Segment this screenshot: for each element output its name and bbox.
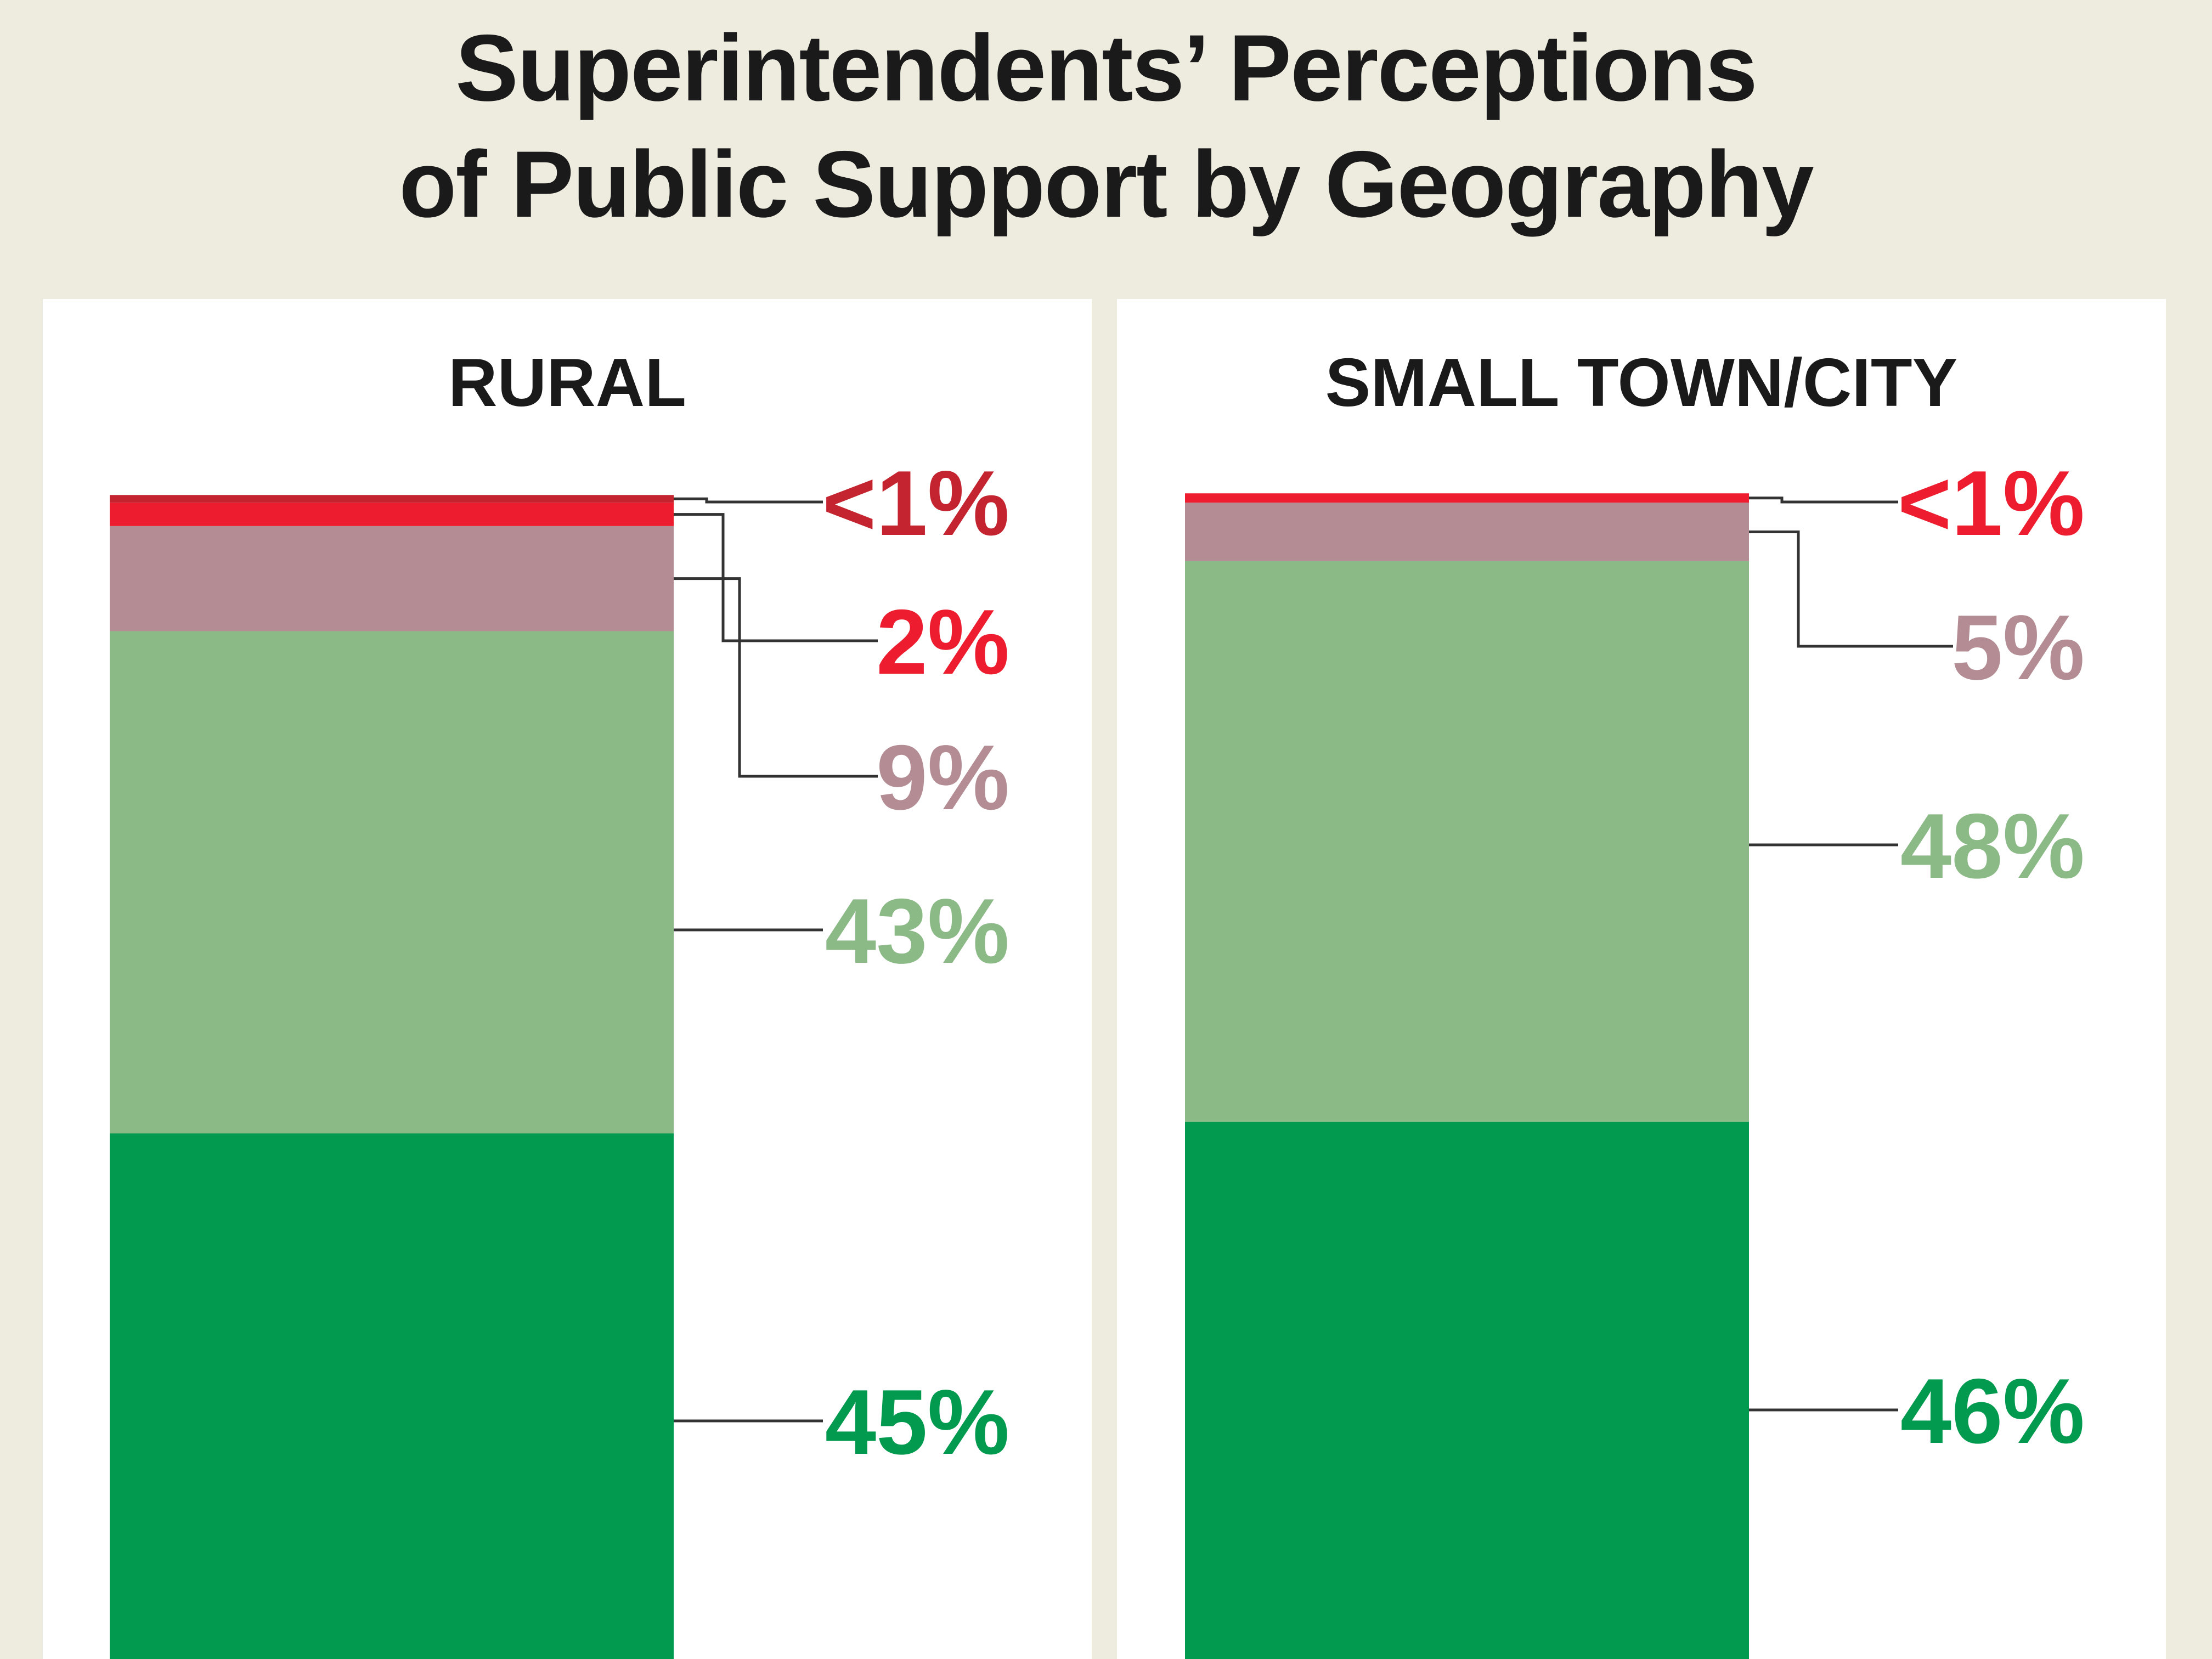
leader-line-1	[1749, 496, 1898, 504]
data-label-2: 2%	[876, 590, 1009, 693]
data-label-45: 45%	[825, 1370, 1009, 1474]
chart-title-line-2: of Public Support by Geography	[399, 132, 1814, 237]
bar-segment-1	[110, 495, 674, 503]
leader-line-1	[674, 497, 823, 504]
leader-line-9	[674, 577, 878, 778]
data-label-5: 5%	[1951, 596, 2085, 699]
data-label-1: <1%	[822, 452, 1009, 555]
bar-segment-48	[1185, 561, 1749, 1122]
data-label-46: 46%	[1900, 1359, 2085, 1463]
data-label-9: 9%	[876, 726, 1009, 829]
bar-segment-9	[110, 526, 674, 631]
panel-title: RURAL	[448, 345, 686, 421]
data-label-1: <1%	[1898, 452, 2085, 555]
bar-segment-43	[110, 631, 674, 1133]
bar-segment-5	[1185, 503, 1749, 561]
leader-line-5	[1749, 531, 1953, 648]
data-label-43: 43%	[825, 879, 1009, 983]
bar-segment-1	[1185, 493, 1749, 503]
chart-title: Superintendents’ Perceptions of Public S…	[0, 10, 2212, 242]
bar-segment-45	[110, 1133, 674, 1659]
leader-line-2	[674, 513, 878, 642]
bar-segment-46	[1185, 1121, 1749, 1659]
bar-segment-2	[110, 503, 674, 526]
panel-rural: RURAL 45% 43% 9% 2% <1%	[43, 299, 1092, 1659]
data-label-48: 48%	[1900, 794, 2085, 898]
chart-title-line-1: Superintendents’ Perceptions	[455, 15, 1758, 121]
panel-small-town-city: SMALL TOWN/CITY 46% 48% 5% <1%	[1117, 299, 2166, 1659]
panel-title: SMALL TOWN/CITY	[1325, 345, 1958, 421]
